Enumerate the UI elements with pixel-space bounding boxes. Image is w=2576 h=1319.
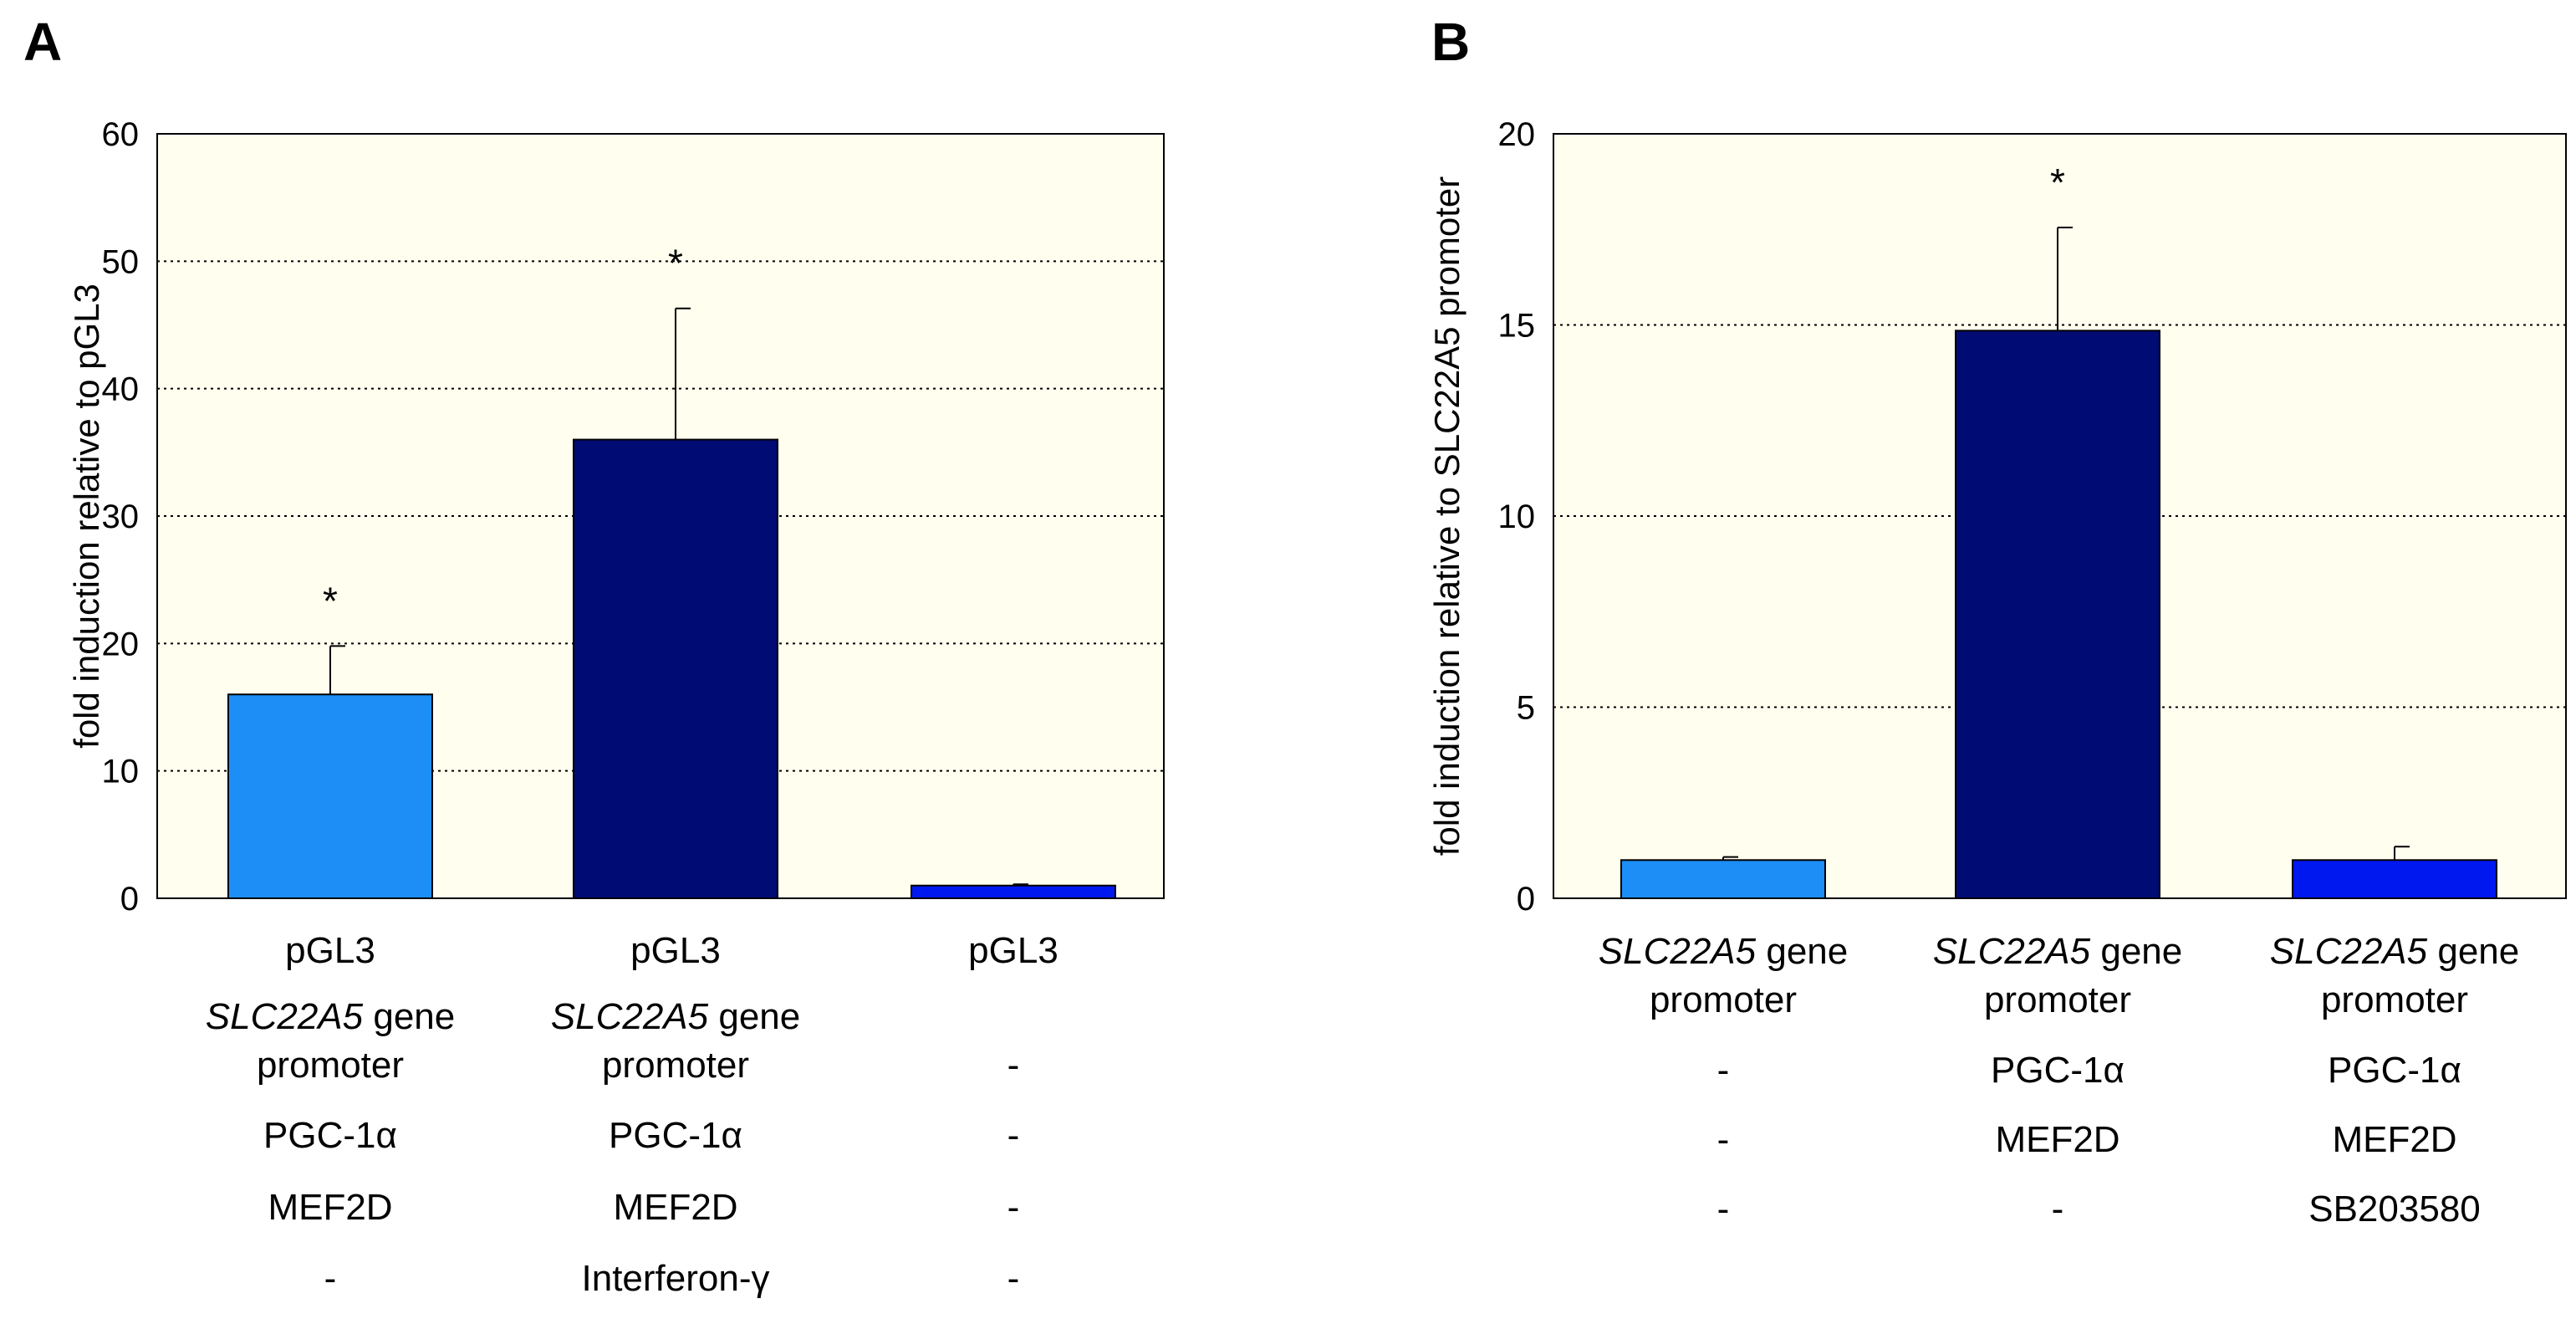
condition-label: pGL3 (285, 930, 375, 971)
bar (2292, 859, 2497, 900)
condition-label: - (1007, 1045, 1020, 1086)
y-tick-label: 60 (102, 116, 140, 153)
y-tick-label: 10 (1498, 498, 1536, 535)
condition-label: promoter (1984, 979, 2131, 1020)
bar (227, 693, 433, 899)
condition-label: SLC22A5 gene (2270, 931, 2519, 972)
y-tick-label: 40 (102, 371, 140, 408)
panel-label-a: A (23, 12, 62, 72)
y-tick-label: 20 (102, 626, 140, 662)
chart-panel-a: 0 10 20 30 40 50 60 fold induction relative to … (67, 116, 1165, 1299)
condition-label: PGC-1α (609, 1115, 742, 1156)
y-tick-label: 10 (102, 754, 140, 790)
condition-label: PGC-1α (263, 1115, 397, 1156)
condition-label: SLC22A5 gene (551, 996, 800, 1037)
condition-label: - (1717, 1119, 1730, 1160)
condition-label: promoter (1650, 979, 1797, 1020)
y-tick-label: 15 (1498, 308, 1536, 345)
y-axis-label: fold induction relative to SLC22A5 promo… (1427, 176, 1467, 856)
bar (1955, 330, 2160, 900)
condition-label: promoter (602, 1045, 749, 1086)
significance-star: * (668, 242, 683, 285)
condition-label: PGC-1α (1991, 1050, 2125, 1091)
condition-label: promoter (2321, 979, 2468, 1020)
condition-label: SLC22A5 gene (1933, 931, 2182, 972)
condition-label: pGL3 (968, 930, 1058, 971)
chart-panel-b: 0 5 10 15 20 fold induction relative to SLC22… (1427, 116, 2567, 1230)
condition-label: MEF2D (2332, 1119, 2456, 1160)
y-tick-label: 20 (1498, 116, 1536, 153)
condition-label: promoter (257, 1045, 404, 1086)
condition-label: pGL3 (630, 930, 721, 971)
condition-label: Interferon-γ (582, 1258, 770, 1299)
condition-label: SLC22A5 gene (206, 996, 455, 1037)
y-tick-label: 30 (102, 498, 140, 535)
condition-label: - (1007, 1258, 1020, 1299)
condition-label: - (1007, 1187, 1020, 1228)
y-axis-label: fold induction relative to pGL3 (67, 284, 106, 749)
y-tick-label: 5 (1517, 690, 1535, 727)
condition-label: - (324, 1258, 337, 1299)
condition-label: - (2052, 1189, 2064, 1230)
condition-label: - (1717, 1050, 1730, 1091)
significance-star: * (323, 579, 338, 622)
condition-label: MEF2D (1995, 1119, 2119, 1160)
condition-label: - (1717, 1189, 1730, 1230)
condition-label: MEF2D (268, 1187, 392, 1228)
bar (911, 884, 1116, 900)
bar (573, 438, 778, 899)
significance-star: * (2050, 161, 2065, 204)
condition-label: - (1007, 1115, 1020, 1156)
panel-label-b: B (1431, 12, 1470, 72)
condition-label: SLC22A5 gene (1599, 931, 1848, 972)
y-tick-label: 50 (102, 243, 140, 280)
condition-label: PGC-1α (2328, 1050, 2461, 1091)
condition-label: MEF2D (613, 1187, 737, 1228)
bar (1620, 859, 1826, 900)
condition-label: SB203580 (2308, 1189, 2481, 1230)
y-tick-label: 0 (1517, 881, 1535, 918)
y-tick-label: 0 (120, 881, 139, 918)
